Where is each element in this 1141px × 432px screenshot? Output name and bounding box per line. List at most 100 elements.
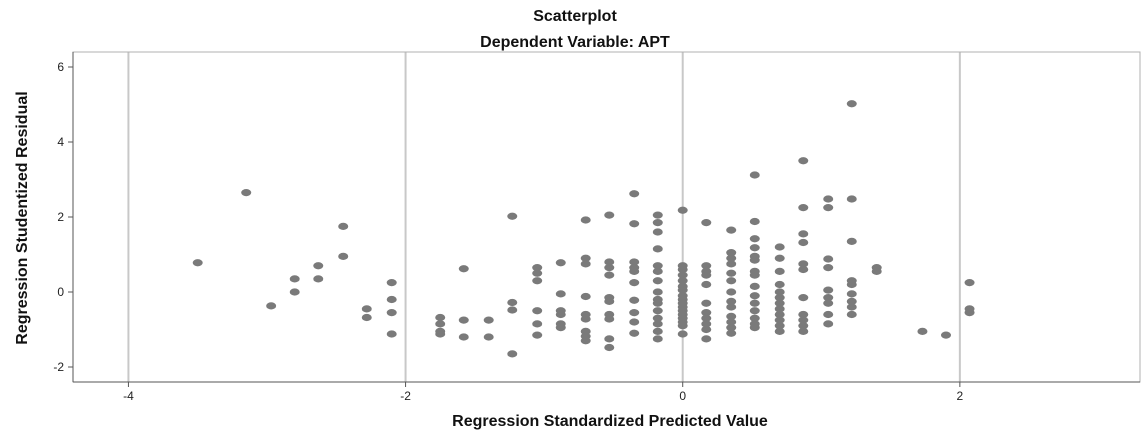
scatter-point bbox=[483, 333, 494, 341]
scatter-point bbox=[846, 297, 857, 305]
scatter-point bbox=[749, 282, 760, 290]
scatter-point bbox=[338, 252, 349, 260]
scatter-point bbox=[677, 322, 688, 330]
scatter-point bbox=[798, 204, 809, 212]
scatter-point bbox=[386, 330, 397, 338]
scatter-point bbox=[338, 222, 349, 230]
scatter-point bbox=[701, 219, 712, 227]
scatter-point bbox=[652, 320, 663, 328]
scatter-point bbox=[652, 245, 663, 253]
chart-subtitle: Dependent Variable: APT bbox=[480, 34, 670, 51]
scatter-point bbox=[917, 327, 928, 335]
scatter-point bbox=[435, 313, 446, 322]
scatter-point bbox=[726, 260, 737, 268]
scatter-point bbox=[313, 262, 324, 270]
scatter-point bbox=[532, 307, 543, 315]
scatter-point bbox=[749, 217, 760, 226]
scatter-point bbox=[289, 288, 300, 296]
scatter-point bbox=[435, 330, 446, 338]
scatter-point bbox=[629, 190, 640, 198]
scatter-point bbox=[629, 318, 640, 326]
y-tick-label: 0 bbox=[57, 285, 64, 299]
scatter-point bbox=[555, 259, 566, 267]
scatter-point bbox=[361, 313, 372, 322]
scatter-point bbox=[701, 335, 712, 343]
scatter-point bbox=[749, 271, 760, 279]
scatter-point bbox=[604, 343, 615, 352]
scatter-point bbox=[555, 290, 566, 298]
grid-lines bbox=[127, 52, 961, 382]
scatter-point bbox=[846, 100, 857, 108]
scatter-point bbox=[580, 315, 591, 323]
scatter-point bbox=[749, 235, 760, 243]
scatter-point bbox=[749, 299, 760, 307]
scatter-point bbox=[604, 258, 615, 266]
scatter-point bbox=[823, 286, 834, 294]
scatter-point bbox=[701, 325, 712, 334]
scatter-point bbox=[823, 299, 834, 307]
scatter-point bbox=[652, 314, 663, 322]
scatter-point bbox=[701, 320, 712, 328]
scatter-point bbox=[532, 331, 543, 339]
scatter-point bbox=[507, 298, 518, 307]
scatter-point bbox=[652, 299, 663, 307]
scatter-point bbox=[266, 302, 277, 310]
scatter-point bbox=[823, 264, 834, 272]
scatter-point bbox=[677, 277, 688, 285]
scatter-point bbox=[507, 350, 518, 358]
scatter-point bbox=[798, 316, 809, 324]
scatter-point bbox=[823, 310, 834, 319]
scatter-point bbox=[964, 279, 975, 287]
scatter-point bbox=[964, 309, 975, 317]
scatter-point bbox=[652, 277, 663, 285]
scatter-point bbox=[798, 310, 809, 319]
x-tick-label: 0 bbox=[679, 389, 686, 403]
scatter-point bbox=[798, 260, 809, 268]
scatter-point bbox=[289, 275, 300, 283]
scatter-point bbox=[604, 271, 615, 279]
scatter-point bbox=[774, 280, 785, 289]
scatter-point bbox=[846, 237, 857, 245]
scatter-point bbox=[532, 264, 543, 272]
y-tick-label: 2 bbox=[57, 210, 64, 224]
scatter-point bbox=[652, 307, 663, 315]
scatter-point bbox=[580, 292, 591, 301]
scatter-point bbox=[652, 327, 663, 335]
scatter-point bbox=[749, 314, 760, 322]
scatter-point bbox=[798, 265, 809, 274]
scatter-point bbox=[580, 254, 591, 262]
scatter-point bbox=[774, 310, 785, 319]
scatter-point bbox=[871, 267, 882, 275]
scatter-point bbox=[701, 299, 712, 307]
scatter-point bbox=[846, 280, 857, 289]
scatter-point bbox=[652, 262, 663, 270]
scatter-point bbox=[677, 286, 688, 294]
scatter-point bbox=[507, 212, 518, 220]
x-tick-label: 2 bbox=[957, 389, 964, 403]
scatter-point bbox=[726, 297, 737, 305]
scatter-point bbox=[435, 320, 446, 328]
scatter-point bbox=[652, 335, 663, 343]
scatter-point bbox=[774, 299, 785, 307]
scatter-point bbox=[604, 297, 615, 305]
scatter-point bbox=[555, 310, 566, 319]
scatter-point bbox=[823, 320, 834, 328]
scatter-point bbox=[483, 316, 494, 324]
scatter-point bbox=[726, 303, 737, 311]
scatter-point bbox=[652, 219, 663, 227]
scatter-point bbox=[580, 337, 591, 345]
scatter-point bbox=[361, 305, 372, 313]
data-points bbox=[192, 100, 975, 358]
x-tick-label: -2 bbox=[400, 389, 411, 403]
scatter-point bbox=[677, 265, 688, 274]
scatter-point bbox=[701, 280, 712, 289]
scatter-point bbox=[774, 243, 785, 251]
scatter-point bbox=[774, 294, 785, 302]
scatter-point bbox=[386, 295, 397, 304]
scatter-point bbox=[604, 264, 615, 272]
y-axis-ticks: -2 0 2 4 6 bbox=[53, 60, 73, 374]
scatter-point bbox=[386, 279, 397, 287]
scatter-point bbox=[458, 265, 469, 273]
scatter-point bbox=[652, 288, 663, 296]
scatter-point bbox=[701, 309, 712, 317]
